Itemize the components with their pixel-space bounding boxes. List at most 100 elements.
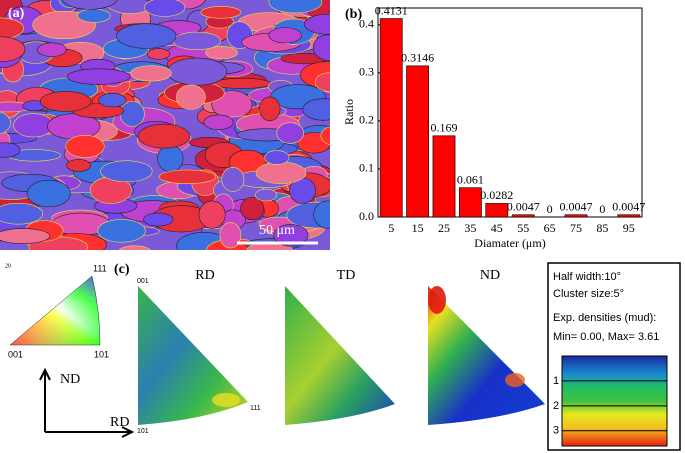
ipf-key-overlay: [9, 275, 101, 346]
x-tick-label: 45: [491, 221, 503, 235]
grain: [264, 150, 290, 165]
x-tick-label: 85: [596, 221, 608, 235]
corner-label: 001: [137, 278, 149, 285]
grain: [37, 42, 67, 57]
data-label: 0: [599, 202, 605, 216]
y-tick-label: 0.0: [359, 209, 374, 223]
grain: [40, 91, 92, 112]
grain: [77, 8, 111, 23]
data-label: 0.0047: [560, 199, 593, 213]
grain: [276, 122, 305, 144]
grain: [203, 114, 234, 130]
x-tick-label: 55: [517, 221, 529, 235]
grain: [259, 96, 281, 122]
grain: [144, 0, 186, 17]
plot-frame: [377, 7, 643, 218]
grain: [158, 169, 217, 185]
grain: [176, 84, 206, 110]
grain: [198, 200, 226, 229]
panel-label: (a): [8, 6, 25, 21]
x-axis-label: Diamater (μm): [474, 236, 545, 250]
grain: [268, 0, 323, 14]
x-tick-label: 65: [544, 221, 556, 235]
panel-label: (c): [114, 262, 130, 277]
pole-figure: [285, 286, 395, 425]
grain: [320, 126, 330, 145]
data-label: 0.0047: [612, 199, 645, 213]
x-tick-label: 25: [438, 221, 450, 235]
grain: [0, 142, 21, 158]
corner-label: 111: [93, 263, 107, 273]
bar: [485, 203, 509, 218]
grain: [302, 98, 330, 121]
grain: [65, 135, 105, 158]
grain: [138, 123, 190, 149]
grain: [118, 245, 151, 250]
y-tick-label: 0.4: [359, 17, 374, 31]
info-text: Exp. densities (mud):: [553, 312, 656, 324]
axis-label: RD: [110, 415, 129, 430]
x-tick-label: 75: [570, 221, 582, 235]
colorbar-ticks: 1 2 3: [553, 375, 667, 437]
step-label: 20: [5, 263, 11, 269]
corner-label: 101: [137, 428, 149, 435]
info-text: Cluster size:5°: [553, 288, 624, 300]
grain: [119, 101, 145, 127]
corner-label: 101: [94, 349, 109, 359]
colorbar: [561, 355, 668, 447]
grain: [166, 57, 228, 86]
pole-title: ND: [480, 268, 500, 283]
data-label: 0.169: [431, 121, 458, 135]
grain: [221, 167, 245, 192]
panel-label: (b): [345, 7, 362, 22]
hotspot: [505, 373, 525, 387]
grain: [157, 144, 184, 173]
grain: [0, 228, 51, 244]
grain: [212, 78, 272, 89]
grain: [314, 72, 330, 92]
colorbar-tick-label: 3: [553, 425, 559, 437]
grain: [254, 188, 278, 202]
info-text: Half width:10°: [553, 271, 621, 283]
colorbar-tick-label: 1: [553, 375, 559, 387]
pole-figure: [138, 286, 248, 425]
grain: [255, 161, 307, 184]
colorbar-tick-label: 2: [553, 400, 559, 412]
corner-label: 111: [250, 405, 261, 412]
grain: [0, 202, 43, 225]
corner-label: 001: [8, 349, 23, 359]
bar: [511, 214, 535, 218]
grain: [200, 6, 242, 19]
data-label: 0.4131: [375, 3, 408, 17]
grain: [303, 13, 330, 35]
grain: [66, 68, 131, 85]
grain: [312, 34, 330, 61]
axis-label: ND: [60, 372, 80, 387]
y-axis-label: Ratio: [342, 99, 356, 125]
data-label: 0.0047: [507, 199, 540, 213]
grain: [98, 93, 127, 108]
grain: [116, 23, 177, 49]
pole-figure: [428, 286, 545, 425]
bar: [406, 65, 429, 218]
grain: [62, 0, 118, 10]
hotspot: [212, 393, 240, 407]
grain: [240, 196, 264, 221]
grain: [147, 48, 171, 60]
ebsd-map: [0, 0, 330, 250]
y-tick-label: 0.2: [359, 113, 374, 127]
grain: [205, 46, 238, 60]
bar: [459, 187, 482, 218]
info-text: Min= 0.00, Max= 3.61: [553, 331, 659, 343]
x-tick-label: 15: [412, 221, 424, 235]
data-label: 0: [547, 202, 553, 216]
y-tick-label: 0.1: [359, 161, 374, 175]
x-tick-label: 5: [388, 221, 394, 235]
pole-title: TD: [337, 268, 356, 283]
bar: [379, 18, 403, 218]
hotspot: [428, 286, 446, 314]
grain: [172, 31, 221, 51]
grain: [0, 36, 26, 62]
grain: [130, 65, 172, 82]
pole-title: RD: [195, 268, 214, 283]
